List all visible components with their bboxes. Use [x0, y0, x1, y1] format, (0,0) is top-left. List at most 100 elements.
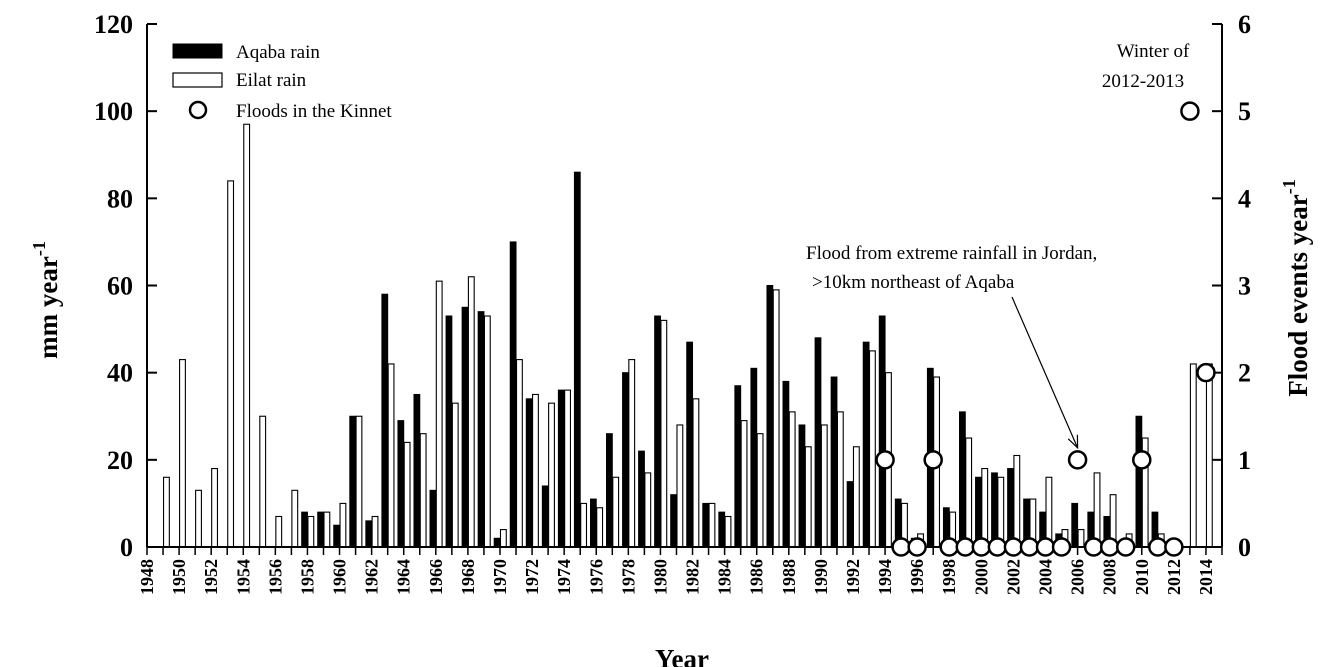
- aqaba-bar-1983: [702, 502, 710, 548]
- x-tick-label: 2012: [1164, 559, 1184, 595]
- x-tick-label: 1948: [137, 559, 157, 595]
- aqaba-bar-2002: [1007, 468, 1014, 548]
- aqaba-bar-1990: [814, 337, 822, 548]
- aqaba-bar-1960: [333, 524, 341, 548]
- flood-marker-2003: [1019, 537, 1040, 557]
- eilat-bar-1975: [580, 502, 588, 548]
- flood-marker-1997: [923, 450, 943, 470]
- aqaba-bar-1986: [750, 367, 758, 548]
- eilat-bar-1981: [676, 424, 684, 548]
- y-right-tick-label: 3: [1238, 272, 1251, 301]
- legend-label-floods: Floods in the Kinnet: [236, 101, 392, 122]
- x-tick-label: 2008: [1100, 559, 1120, 595]
- x-tick-label: 1982: [683, 559, 703, 595]
- aqaba-bar-1970: [493, 537, 501, 548]
- eilat-bar-1992: [852, 446, 860, 548]
- flood-marker-2014: [1196, 362, 1216, 383]
- aqaba-bar-1964: [397, 420, 405, 548]
- legend-swatch-eilat: [172, 72, 223, 88]
- eilat-bar-1974: [564, 389, 571, 548]
- eilat-bar-1970: [499, 529, 507, 548]
- flood-markers-layer: [875, 101, 1216, 557]
- aqaba-bar-1977: [606, 433, 613, 548]
- x-tick-label: 1972: [522, 559, 542, 595]
- flood-marker-2004: [1035, 537, 1056, 557]
- x-tick-label: 1992: [843, 559, 863, 595]
- annotation-winter-line1: Winter of: [1117, 41, 1190, 62]
- eilat-bar-1964: [403, 441, 411, 548]
- aqaba-bar-1981: [670, 494, 677, 548]
- flood-marker-2005: [1051, 537, 1072, 557]
- aqaba-bar-1962: [365, 520, 373, 548]
- aqaba-bar-1972: [525, 398, 533, 548]
- x-axis-title: Year: [655, 644, 709, 667]
- eilat-bar-1967: [451, 402, 459, 548]
- eilat-bar-1985: [740, 420, 748, 548]
- eilat-bar-1963: [387, 363, 395, 548]
- x-tick-label: 1996: [907, 559, 927, 595]
- eilat-bar-1989: [804, 446, 812, 548]
- aqaba-bar-1967: [445, 315, 453, 548]
- x-tick-label: 2014: [1196, 559, 1216, 595]
- eilat-bar-1969: [483, 315, 491, 548]
- annotation-flood-line1: Flood from extreme rainfall in Jordan,: [806, 243, 1097, 264]
- x-tick-label: 1952: [201, 559, 221, 595]
- aqaba-bar-1969: [477, 311, 485, 548]
- eilat-bar-1956: [275, 515, 283, 548]
- y-right-tick-label: 5: [1238, 97, 1251, 126]
- aqaba-bar-1968: [461, 306, 469, 548]
- x-tick-label: 1954: [233, 559, 253, 595]
- aqaba-bar-1975: [573, 171, 581, 548]
- annotation-winter-line2: 2012-2013: [1102, 71, 1184, 92]
- aqaba-bar-1987: [766, 285, 774, 548]
- flood-marker-2002: [1003, 537, 1024, 557]
- eilat-bar-1973: [548, 402, 555, 548]
- eilat-bar-1976: [596, 507, 604, 548]
- y-right-tick-label: 1: [1238, 446, 1251, 475]
- aqaba-bar-2006: [1071, 502, 1079, 548]
- eilat-bar-1953: [227, 180, 235, 548]
- eilat-bar-1955: [259, 415, 267, 548]
- aqaba-bar-1959: [317, 511, 325, 548]
- flood-marker-2000: [971, 537, 992, 557]
- flood-marker-1999: [955, 537, 976, 557]
- eilat-bar-2006: [1077, 529, 1085, 548]
- aqaba-bar-1971: [509, 241, 517, 548]
- aqaba-bar-1974: [557, 389, 565, 548]
- flood-marker-2010: [1132, 450, 1152, 470]
- aqaba-bar-1976: [589, 498, 597, 548]
- eilat-bar-1978: [628, 359, 636, 548]
- flood-marker-2013: [1180, 101, 1200, 121]
- flood-marker-1994: [875, 450, 895, 470]
- x-tick-label: 1990: [811, 559, 831, 595]
- x-tick-label: 1958: [297, 559, 317, 595]
- eilat-bar-1961: [355, 415, 363, 548]
- x-tick-label: 1994: [875, 559, 895, 595]
- eilat-bar-1972: [532, 393, 539, 548]
- x-tick-label: 1978: [618, 559, 638, 595]
- x-tick-label: 1956: [265, 559, 285, 595]
- x-tick-label: 1964: [394, 559, 414, 595]
- y-right-tick-label: 2: [1238, 359, 1251, 388]
- x-tick-label: 2010: [1132, 559, 1152, 595]
- eilat-bar-1984: [724, 515, 732, 548]
- y-right-tick-label: 0: [1238, 533, 1251, 562]
- eilat-bar-1983: [708, 502, 716, 548]
- aqaba-bar-1994: [878, 315, 886, 548]
- y-left-tick-label: 100: [94, 97, 133, 126]
- aqaba-bar-1993: [862, 341, 870, 548]
- flood-marker-1996: [907, 537, 927, 557]
- aqaba-bar-2001: [991, 472, 998, 548]
- y-left-tick-label: 20: [107, 446, 133, 475]
- flood-marker-2009: [1115, 537, 1136, 557]
- aqaba-bar-1966: [429, 489, 437, 548]
- x-tick-label: 1980: [650, 559, 670, 595]
- x-tick-label: 1986: [747, 559, 767, 595]
- x-tick-label: 1974: [554, 559, 574, 595]
- eilat-bar-1977: [612, 476, 620, 548]
- aqaba-bar-1982: [686, 341, 694, 548]
- y-left-tick-label: 120: [94, 10, 133, 39]
- eilat-bar-1951: [195, 489, 202, 548]
- aqaba-bar-1992: [846, 481, 854, 548]
